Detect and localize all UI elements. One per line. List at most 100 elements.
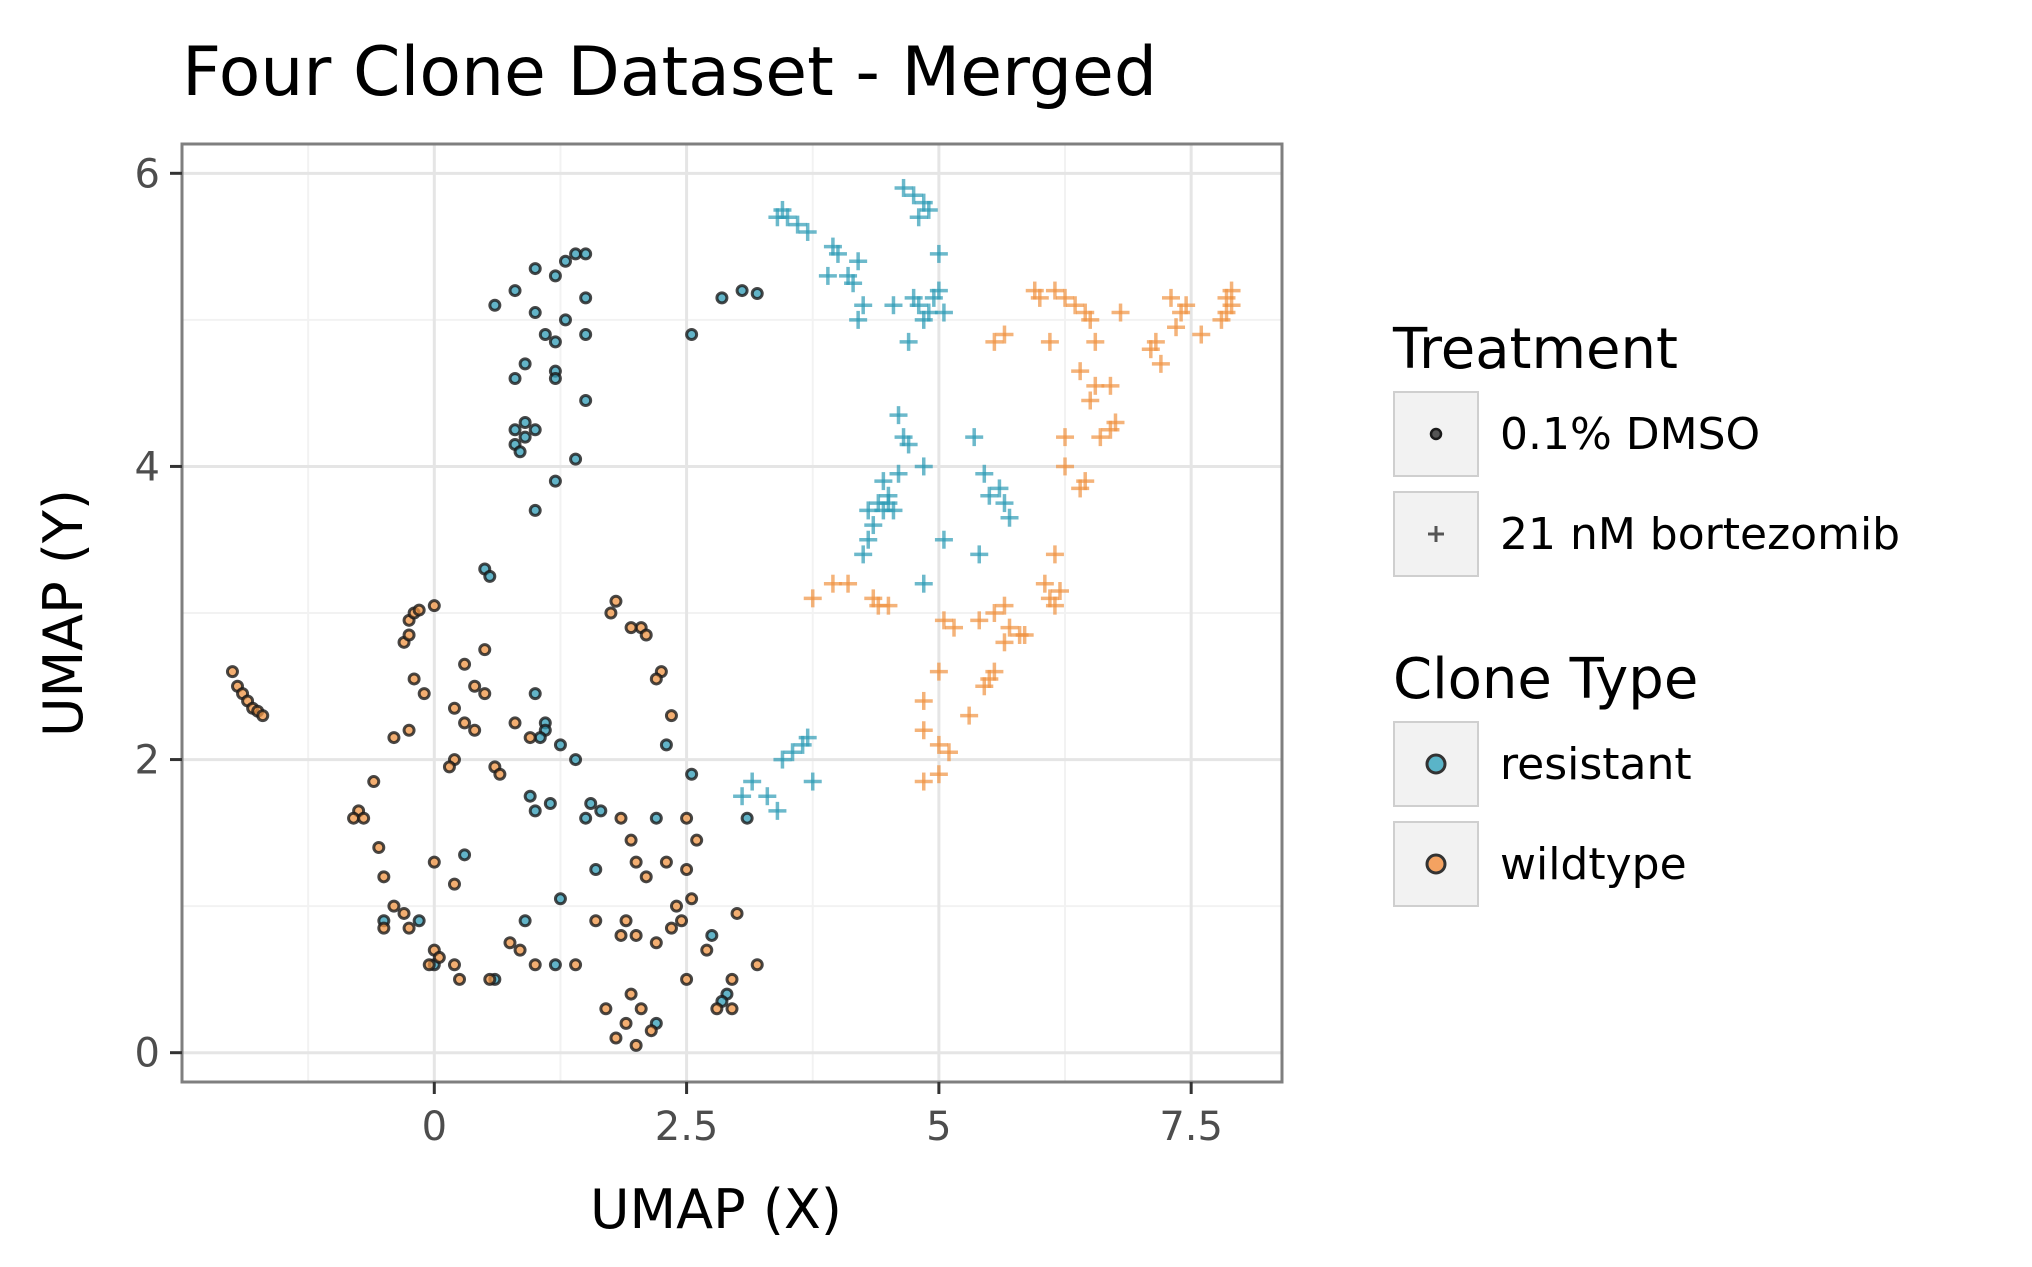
data-point-wildtype-bortezomib [980, 669, 999, 688]
data-point-wildtype-dmso [629, 855, 643, 869]
data-point-resistant-dmso [518, 415, 532, 429]
data-point-wildtype-dmso [609, 1031, 623, 1045]
data-point-wildtype-bortezomib [1056, 457, 1075, 476]
legend-treatment: Treatment 0.1% DMSO 21 nM bortezomib [1392, 317, 1900, 577]
data-point-resistant-dmso [715, 291, 729, 305]
data-point-resistant-bortezomib [934, 303, 953, 322]
data-point-wildtype-dmso [402, 628, 416, 642]
data-point-wildtype-dmso [649, 672, 663, 686]
data-point-wildtype-dmso [478, 643, 492, 657]
data-point-wildtype-bortezomib [934, 611, 953, 630]
data-point-resistant-bortezomib [864, 516, 883, 535]
data-point-wildtype-dmso [730, 906, 744, 920]
data-point-resistant-bortezomib [783, 743, 802, 762]
data-point-resistant-bortezomib [884, 501, 903, 520]
data-point-wildtype-bortezomib [945, 618, 964, 637]
data-point-wildtype-dmso [468, 723, 482, 737]
legend-label-resistant: resistant [1500, 739, 1692, 790]
data-point-wildtype-dmso [483, 972, 497, 986]
data-point-wildtype-dmso [367, 775, 381, 789]
data-point-wildtype-bortezomib [1081, 310, 1100, 329]
data-point-resistant-bortezomib [980, 486, 999, 505]
legend-label-wildtype: wildtype [1500, 839, 1687, 890]
data-point-resistant-dmso [528, 687, 542, 701]
legend-key-plus-icon [1428, 526, 1444, 542]
data-point-resistant-dmso [735, 284, 749, 298]
data-point-resistant-bortezomib [803, 772, 822, 791]
x-tick-label: 5 [926, 1104, 951, 1150]
data-point-wildtype-dmso [458, 716, 472, 730]
legend-label-bortezomib: 21 nM bortezomib [1500, 509, 1900, 560]
data-point-resistant-bortezomib [849, 310, 868, 329]
data-point-wildtype-bortezomib [1045, 545, 1064, 564]
y-axis-title: UMAP (Y) [32, 489, 95, 737]
x-tick-label: 2.5 [655, 1104, 719, 1150]
data-point-resistant-bortezomib [849, 252, 868, 271]
data-point-wildtype-dmso [589, 914, 603, 928]
data-point-wildtype-dmso [609, 594, 623, 608]
data-point-wildtype-bortezomib [995, 596, 1014, 615]
data-point-wildtype-dmso [659, 855, 673, 869]
legend-key-wildtype-icon [1425, 853, 1447, 875]
data-point-resistant-dmso [518, 914, 532, 928]
data-point-resistant-dmso [705, 928, 719, 942]
data-point-resistant-dmso [523, 789, 537, 803]
x-tick-label: 0 [422, 1104, 447, 1150]
data-point-resistant-dmso [528, 804, 542, 818]
data-point-wildtype-bortezomib [1066, 296, 1085, 315]
data-point-resistant-bortezomib [758, 787, 777, 806]
data-point-wildtype-dmso [649, 936, 663, 950]
data-point-wildtype-dmso [442, 760, 456, 774]
data-point-resistant-dmso [579, 393, 593, 407]
data-point-resistant-dmso [548, 269, 562, 283]
data-point-wildtype-bortezomib [1056, 428, 1075, 447]
data-point-wildtype-bortezomib [1101, 420, 1120, 439]
legend-key-circle-icon [1429, 427, 1443, 441]
data-point-wildtype-dmso [407, 672, 421, 686]
data-point-wildtype-dmso [447, 701, 461, 715]
data-point-wildtype-bortezomib [1056, 288, 1075, 307]
data-point-wildtype-dmso [468, 679, 482, 693]
data-point-resistant-dmso [649, 811, 663, 825]
data-point-resistant-bortezomib [844, 274, 863, 293]
data-point-resistant-dmso [685, 767, 699, 781]
data-point-wildtype-bortezomib [879, 596, 898, 615]
data-point-resistant-dmso [553, 892, 567, 906]
data-point-wildtype-bortezomib [1146, 332, 1165, 351]
data-point-resistant-dmso [569, 753, 583, 767]
data-point-wildtype-dmso [513, 943, 527, 957]
data-point-resistant-dmso [488, 298, 502, 312]
data-point-resistant-dmso [659, 738, 673, 752]
data-point-wildtype-dmso [680, 862, 694, 876]
data-point-resistant-bortezomib [768, 208, 787, 227]
data-point-resistant-bortezomib [823, 237, 842, 256]
gridlines [182, 144, 1282, 1082]
data-point-resistant-dmso [513, 445, 527, 459]
data-point-resistant-dmso [584, 797, 598, 811]
data-point-wildtype-bortezomib [985, 332, 1004, 351]
data-point-wildtype-bortezomib [1151, 354, 1170, 373]
axis-ticks: 0 2.5 5 7.5 0 2 4 6 [135, 151, 1223, 1150]
data-point-resistant-bortezomib [965, 428, 984, 447]
data-point-wildtype-bortezomib [1015, 625, 1034, 644]
data-point-wildtype-dmso [493, 767, 507, 781]
data-point-resistant-dmso [579, 328, 593, 342]
data-point-wildtype-bortezomib [929, 662, 948, 681]
data-point-resistant-dmso [579, 291, 593, 305]
data-point-wildtype-bortezomib [960, 706, 979, 725]
data-point-resistant-dmso [528, 306, 542, 320]
data-point-resistant-dmso [538, 328, 552, 342]
data-point-resistant-dmso [518, 357, 532, 371]
data-point-resistant-bortezomib [743, 772, 762, 791]
data-point-resistant-dmso [685, 328, 699, 342]
data-point-resistant-dmso [558, 313, 572, 327]
data-point-resistant-bortezomib [859, 501, 878, 520]
data-point-wildtype-dmso [447, 877, 461, 891]
data-point-resistant-bortezomib [929, 281, 948, 300]
data-point-resistant-bortezomib [914, 457, 933, 476]
data-point-resistant-dmso [558, 254, 572, 268]
data-point-resistant-bortezomib [914, 574, 933, 593]
data-point-wildtype-dmso [447, 958, 461, 972]
data-point-wildtype-bortezomib [1167, 318, 1186, 337]
